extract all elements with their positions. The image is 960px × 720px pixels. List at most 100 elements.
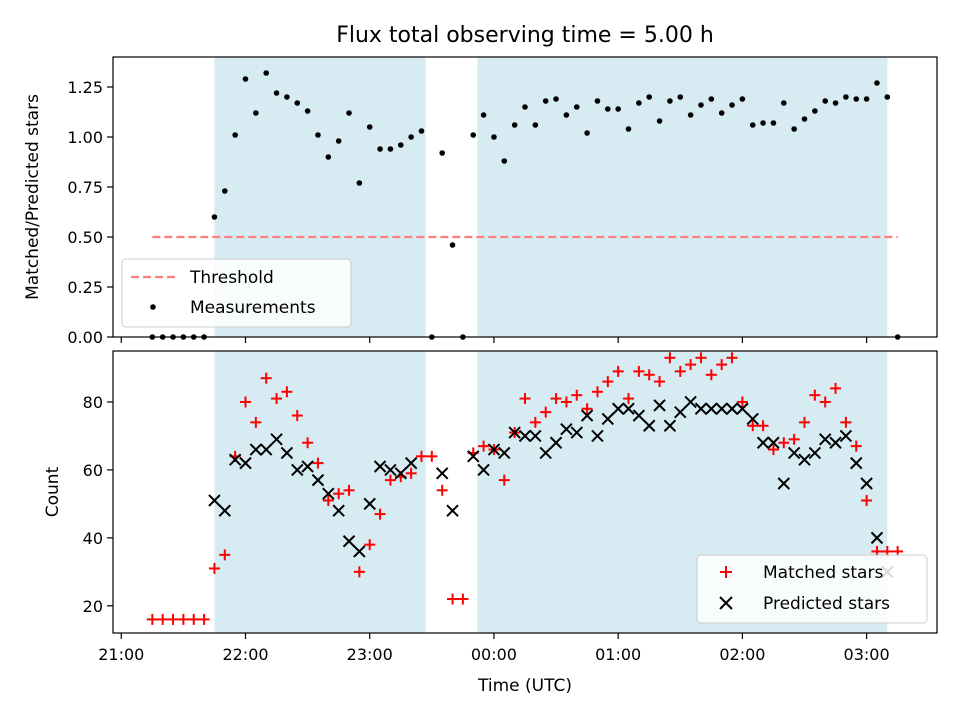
predicted-star-point <box>508 426 521 439</box>
measurement-point <box>356 180 363 186</box>
matched-star-point <box>405 467 417 479</box>
matched-star-point <box>705 369 717 381</box>
matched-star-point <box>374 508 386 520</box>
predicted-stars-points <box>208 395 894 579</box>
bottom-legend: Matched stars Predicted stars <box>696 554 928 624</box>
legend-predicted-label: Predicted stars <box>763 594 890 614</box>
predicted-star-point <box>611 402 625 415</box>
y-tick-label: 1.00 <box>67 128 103 147</box>
measurement-point <box>542 98 549 104</box>
measurement-point <box>294 100 301 106</box>
measurement-point <box>843 94 849 100</box>
matched-star-point <box>540 406 552 418</box>
predicted-star-point <box>850 456 863 470</box>
predicted-star-point <box>280 446 294 460</box>
legend-predicted-swatch <box>719 596 733 610</box>
matched-star-point <box>426 450 438 462</box>
measurements-points <box>149 70 901 340</box>
bottom-panel: 20 40 60 80 21:00 22:00 23:00 00:00 01:00 02:00 0… <box>43 350 938 696</box>
predicted-star-point <box>860 477 873 490</box>
predicted-star-point <box>518 429 532 443</box>
matched-star-point <box>757 420 769 432</box>
predicted-star-point <box>736 402 749 415</box>
measurement-point <box>387 146 394 152</box>
measurement-point <box>221 188 228 194</box>
measurement-point <box>232 132 238 138</box>
matched-star-point <box>830 382 842 394</box>
matched-star-point <box>571 389 583 401</box>
measurement-point <box>780 100 787 106</box>
matched-star-point <box>840 416 852 428</box>
predicted-star-point <box>756 436 770 449</box>
matched-star-point <box>281 386 293 398</box>
y-tick-label: 0.75 <box>67 178 103 197</box>
predicted-star-point <box>580 409 594 422</box>
measurement-point <box>739 96 746 102</box>
predicted-star-point <box>435 467 449 480</box>
predicted-star-point <box>477 463 490 477</box>
bottom-y-axis-label: Count <box>43 466 63 517</box>
predicted-star-point <box>798 453 811 466</box>
measurement-point <box>511 122 518 128</box>
x-tick-label: 22:00 <box>222 645 268 664</box>
predicted-star-point <box>373 460 387 473</box>
x-tick-label: 23:00 <box>347 645 393 664</box>
predicted-star-point <box>632 409 646 422</box>
measurement-point <box>760 120 766 126</box>
predicted-star-point <box>301 460 314 473</box>
top-y-ticks: 0.00 0.25 0.50 0.75 1.00 1.25 <box>67 78 113 347</box>
top-axes-frame <box>112 56 938 338</box>
matched-star-point <box>778 437 790 449</box>
predicted-star-point <box>694 402 708 415</box>
matched-star-point <box>447 593 459 605</box>
predicted-star-point <box>498 446 511 460</box>
predicted-star-point <box>549 436 563 449</box>
measurement-point <box>397 142 404 148</box>
predicted-star-point <box>622 402 635 415</box>
matched-star-point <box>581 403 593 415</box>
matched-star-point <box>250 416 262 428</box>
predicted-star-point <box>767 436 780 449</box>
measurement-point <box>656 118 663 124</box>
measurement-point <box>770 120 777 126</box>
chart-title: Flux total observing time = 5.00 h <box>336 23 714 48</box>
x-tick-label: 03:00 <box>844 645 890 664</box>
matched-star-point <box>602 376 614 388</box>
legend-matched-swatch <box>720 566 732 578</box>
predicted-star-point <box>322 487 335 500</box>
matched-star-point <box>788 433 800 445</box>
y-tick-label: 0.50 <box>67 228 103 247</box>
matched-star-point <box>208 562 220 574</box>
predicted-star-point <box>777 477 791 490</box>
measurement-point <box>366 124 373 130</box>
matched-star-point <box>146 613 158 625</box>
measurement-point <box>242 76 249 82</box>
predicted-star-point <box>591 429 604 443</box>
matched-star-point <box>353 566 365 578</box>
predicted-star-point <box>601 412 615 426</box>
predicted-star-point <box>653 399 666 412</box>
predicted-star-point <box>404 456 418 470</box>
matched-star-point <box>291 410 303 422</box>
measurement-point <box>667 98 673 104</box>
predicted-star-point <box>674 405 687 419</box>
top-panel: 0.00 0.25 0.50 0.75 1.00 1.25 Matched/Predict… <box>23 56 938 347</box>
measurement-point <box>687 112 694 118</box>
measurement-point <box>812 108 818 114</box>
predicted-star-point <box>705 402 718 415</box>
matched-star-point <box>167 613 179 625</box>
predicted-star-point <box>208 494 221 507</box>
predicted-star-point <box>394 467 407 480</box>
matched-star-point <box>529 416 541 428</box>
matched-star-point <box>685 359 697 371</box>
predicted-star-point <box>539 446 552 460</box>
matched-star-point <box>260 372 272 384</box>
measurement-point <box>491 134 497 140</box>
measurement-point <box>698 102 704 108</box>
matched-star-point <box>798 416 810 428</box>
measurement-point <box>708 96 715 102</box>
matched-star-point <box>550 393 562 405</box>
legend-measurements-swatch <box>150 304 156 310</box>
predicted-star-point <box>560 422 573 436</box>
